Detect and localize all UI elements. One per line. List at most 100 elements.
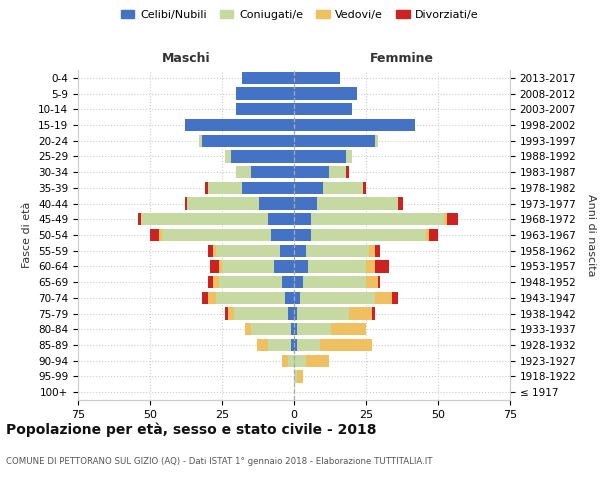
Bar — [372, 308, 374, 320]
Bar — [346, 150, 352, 162]
Bar — [363, 182, 366, 194]
Bar — [294, 150, 346, 162]
Y-axis label: Fasce di età: Fasce di età — [22, 202, 32, 268]
Bar — [228, 308, 233, 320]
Bar — [294, 354, 305, 367]
Bar — [202, 292, 208, 304]
Bar — [257, 339, 268, 351]
Bar — [294, 213, 311, 226]
Bar — [398, 198, 403, 209]
Bar — [208, 244, 214, 257]
Bar — [271, 229, 294, 241]
Bar — [305, 244, 369, 257]
Bar — [268, 339, 291, 351]
Bar — [294, 88, 358, 100]
Bar — [222, 260, 274, 272]
Text: COMUNE DI PETTORANO SUL GIZIO (AQ) - Dati ISTAT 1° gennaio 2018 - Elaborazione T: COMUNE DI PETTORANO SUL GIZIO (AQ) - Dat… — [6, 458, 433, 466]
Bar — [230, 150, 294, 162]
Bar — [205, 182, 208, 194]
Bar — [366, 276, 377, 288]
Y-axis label: Anni di nascita: Anni di nascita — [586, 194, 596, 276]
Bar — [297, 308, 349, 320]
Bar — [308, 260, 366, 272]
Bar — [294, 198, 317, 209]
Bar — [294, 276, 302, 288]
Bar — [291, 339, 294, 351]
Bar — [219, 276, 283, 288]
Bar — [392, 292, 398, 304]
Bar — [214, 244, 216, 257]
Bar — [374, 244, 380, 257]
Bar — [349, 308, 372, 320]
Bar — [297, 323, 331, 336]
Bar — [202, 134, 294, 147]
Bar — [302, 276, 366, 288]
Bar — [185, 119, 294, 131]
Bar — [142, 213, 268, 226]
Bar — [233, 308, 288, 320]
Bar — [323, 182, 363, 194]
Bar — [216, 292, 286, 304]
Bar — [294, 72, 340, 84]
Bar — [199, 134, 202, 147]
Bar — [219, 260, 222, 272]
Bar — [211, 260, 219, 272]
Bar — [331, 323, 366, 336]
Bar — [225, 150, 230, 162]
Bar — [225, 308, 228, 320]
Bar — [236, 88, 294, 100]
Bar — [430, 229, 438, 241]
Bar — [283, 354, 288, 367]
Bar — [288, 354, 294, 367]
Text: Femmine: Femmine — [370, 52, 434, 65]
Bar — [294, 323, 297, 336]
Bar — [294, 308, 297, 320]
Bar — [236, 166, 251, 178]
Bar — [294, 182, 323, 194]
Text: Popolazione per età, sesso e stato civile - 2018: Popolazione per età, sesso e stato civil… — [6, 422, 377, 437]
Bar — [139, 213, 142, 226]
Bar — [274, 260, 294, 272]
Bar — [294, 292, 300, 304]
Bar — [214, 276, 219, 288]
Bar — [245, 323, 251, 336]
Bar — [216, 244, 280, 257]
Bar — [291, 323, 294, 336]
Bar — [185, 198, 187, 209]
Bar — [208, 182, 242, 194]
Bar — [187, 198, 259, 209]
Bar — [346, 166, 349, 178]
Bar — [294, 370, 297, 382]
Bar — [305, 354, 329, 367]
Text: Maschi: Maschi — [161, 52, 211, 65]
Legend: Celibi/Nubili, Coniugati/e, Vedovi/e, Divorziati/e: Celibi/Nubili, Coniugati/e, Vedovi/e, Di… — [117, 6, 483, 25]
Bar — [208, 276, 214, 288]
Bar — [311, 213, 444, 226]
Bar — [294, 339, 297, 351]
Bar — [366, 260, 374, 272]
Bar — [317, 198, 398, 209]
Bar — [236, 103, 294, 116]
Bar — [374, 134, 377, 147]
Bar — [311, 229, 427, 241]
Bar — [320, 339, 372, 351]
Bar — [161, 229, 271, 241]
Bar — [251, 323, 291, 336]
Bar — [242, 182, 294, 194]
Bar — [208, 292, 216, 304]
Bar — [251, 166, 294, 178]
Bar — [374, 292, 392, 304]
Bar — [294, 103, 352, 116]
Bar — [280, 244, 294, 257]
Bar — [329, 166, 346, 178]
Bar — [369, 244, 374, 257]
Bar — [300, 292, 374, 304]
Bar — [294, 166, 329, 178]
Bar — [427, 229, 430, 241]
Bar — [283, 276, 294, 288]
Bar — [374, 260, 389, 272]
Bar — [444, 213, 446, 226]
Bar — [294, 244, 305, 257]
Bar — [297, 339, 320, 351]
Bar — [150, 229, 158, 241]
